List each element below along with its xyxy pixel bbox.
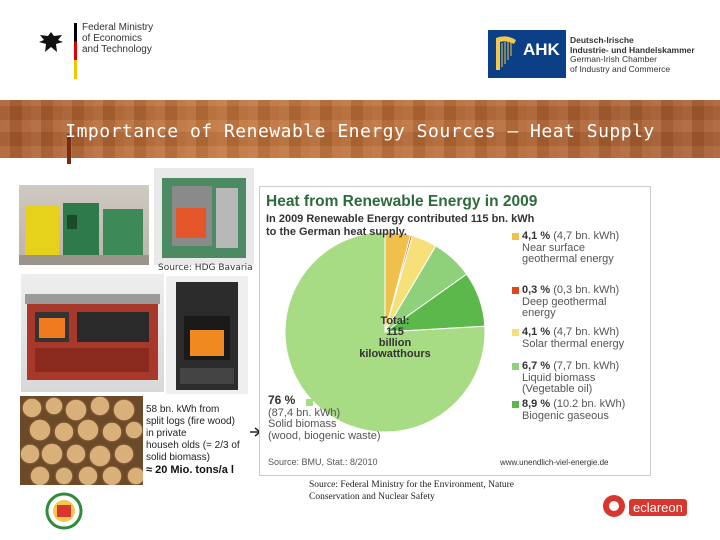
eclareon-logo: eclareon	[603, 491, 693, 525]
ministry-logo: Federal Ministry of Economics and Techno…	[8, 8, 158, 79]
boiler-cutaway-photo	[154, 168, 254, 265]
ahk-line: German-Irish Chamber	[570, 54, 657, 64]
ahk-label: AHK	[523, 40, 560, 59]
ministry-line: and Technology	[82, 44, 152, 55]
title-banner: Importance of Renewable Energy Sources –…	[0, 100, 720, 164]
ahk-line: of Industry and Commerce	[570, 63, 671, 74]
ministry-name: Federal Ministry of Economics and Techno…	[82, 22, 162, 55]
legend-value: 0,3 % (0,3 bn. kWh)	[522, 284, 620, 296]
legend-swatch	[512, 363, 519, 370]
legend-label: energy	[522, 307, 556, 319]
legend-swatch	[512, 401, 519, 408]
ahk-logo: AHK Deutsch-Irische Industrie- und Hande…	[488, 30, 716, 80]
center-label-line: billion	[379, 337, 412, 349]
wood-stove-drawing	[176, 282, 238, 390]
firewood-photo	[20, 396, 143, 485]
chart-subtitle: In 2009 Renewable Energy contributed 115…	[266, 213, 535, 238]
eagle-icon	[39, 32, 63, 52]
legend-value: 4,1 % (4,7 bn. kWh)	[522, 326, 620, 338]
legend-label: Solar thermal energy	[522, 337, 625, 350]
legend-swatch	[512, 233, 519, 240]
boiler-cutaway-drawing	[162, 178, 246, 258]
legend-entry: 8,9 % (10.2 bn. kWh) Biogenic gaseous	[522, 398, 626, 422]
legend-entry: 6,7 % (7,7 bn. kWh) Liquid biomass (Vegeta…	[522, 360, 620, 396]
german-flag-stripe	[74, 23, 77, 79]
boiler-photo	[19, 185, 149, 265]
wood-stove-photo	[166, 276, 248, 394]
tons-per-year-note: ≈ 20 Mio. tons/a l	[146, 464, 234, 476]
pie-slice	[284, 231, 486, 433]
boiler-photo-drawing	[19, 203, 149, 265]
legend-label: Solid biomass	[268, 418, 337, 430]
center-label-line: Total:	[380, 315, 409, 327]
legend-entry: 4,1 % (4,7 bn. kWh) Near surface geotherma…	[522, 230, 620, 266]
eclareon-label: eclareon	[629, 499, 687, 516]
ahk-logo-box: AHK	[488, 30, 566, 78]
legend-label: geothermal energy	[522, 253, 614, 265]
ministry-line: Federal Ministry	[82, 22, 154, 33]
eclareon-mark-inner	[609, 501, 619, 511]
slide-title: Importance of Renewable Energy Sources –…	[65, 121, 655, 142]
legend-value: 76 %	[268, 393, 296, 407]
photo-source-caption: Source: HDG Bavaria	[158, 263, 253, 273]
legend-label: Near surface	[522, 241, 585, 254]
source-note-line: Conservation and Nuclear Safety	[309, 492, 435, 502]
cooking-stove-photo	[21, 274, 164, 392]
legend-label: (wood, biogenic waste)	[268, 429, 381, 442]
ahk-line: Deutsch-Irische	[570, 35, 634, 45]
legend-entry: 0,3 % (0,3 bn. kWh) Deep geothermal energy	[522, 284, 620, 320]
legend-swatch	[512, 287, 519, 294]
note-line: in private	[146, 428, 187, 439]
renewables-logo	[45, 492, 83, 530]
legend-swatch	[306, 399, 313, 406]
chart-source: Source: BMU, Stat.: 8/2010	[268, 457, 378, 467]
legend-value: 8,9 % (10.2 bn. kWh)	[522, 398, 626, 410]
legend-swatch	[512, 329, 519, 336]
split-logs-note: 58 bn. kWh from split logs (fire wood) i…	[146, 404, 256, 464]
ahk-name: Deutsch-Irische Industrie- und Handelska…	[570, 35, 720, 74]
note-line: househ olds (= 2/3 of	[146, 440, 240, 451]
legend-label: Biogenic gaseous	[522, 409, 609, 422]
legend-value: 4,1 % (4,7 bn. kWh)	[522, 230, 620, 242]
chart-title: Heat from Renewable Energy in 2009	[266, 193, 538, 210]
legend-label: Deep geothermal	[522, 295, 607, 308]
note-line: solid biomass)	[146, 452, 210, 463]
legend-label: Liquid biomass	[522, 371, 596, 384]
ahk-line: Industrie- und Handelskammer	[570, 44, 695, 55]
ministry-line: of Economics	[82, 33, 143, 44]
cooking-stove-drawing	[25, 294, 160, 380]
legend-value-detail: (87,4 bn. kWh)	[268, 406, 341, 419]
center-label-line: 115	[386, 326, 404, 338]
legend-entry: 76 % (87,4 bn. kWh) Solid biomass (wood, bi…	[268, 393, 381, 442]
firewood-drawing	[20, 396, 143, 485]
chart-panel: Total: 115 billion kilowatthours Heat from …	[259, 186, 651, 476]
note-line: 58 bn. kWh from	[146, 404, 220, 415]
source-note-line: Source: Federal Ministry for the Environ…	[309, 480, 514, 490]
source-note: Source: Federal Ministry for the Environ…	[309, 479, 529, 503]
center-label-line: kilowatthours	[359, 348, 431, 360]
banner-accent-bar	[67, 134, 71, 164]
legend-label: (Vegetable oil)	[522, 383, 593, 395]
harp-icon	[496, 36, 516, 70]
legend-value: 6,7 % (7,7 bn. kWh)	[522, 360, 620, 372]
note-line: split logs (fire wood)	[146, 416, 235, 427]
legend-entry: 4,1 % (4,7 bn. kWh) Solar thermal energy	[522, 326, 625, 350]
chart-url: www.unendlich-viel-energie.de	[500, 458, 609, 467]
